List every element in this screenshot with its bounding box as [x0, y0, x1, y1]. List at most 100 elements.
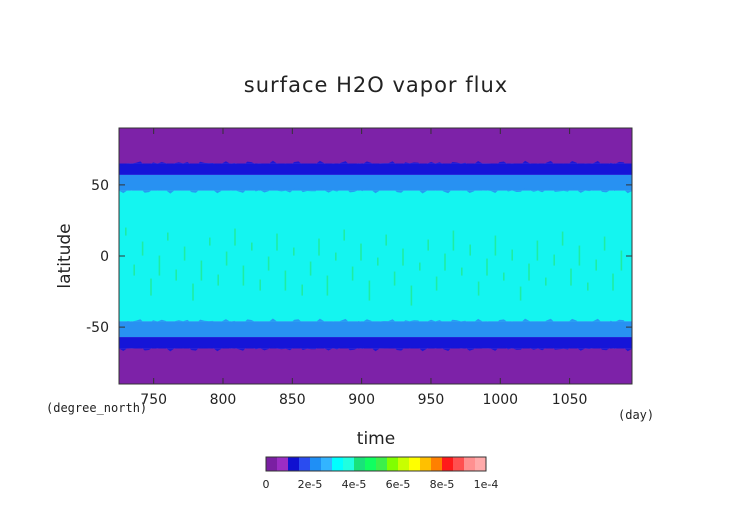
y-axis-label: latitude — [55, 223, 75, 288]
colorbar-tick-label: 1e-4 — [474, 478, 499, 491]
streak — [125, 227, 127, 236]
x-tick-label: 1050 — [552, 392, 588, 408]
colorbar-tick-label: 8e-5 — [430, 478, 455, 491]
streak — [276, 233, 278, 251]
south-edge-texture — [119, 345, 632, 352]
x-tick-label: 850 — [279, 392, 306, 408]
colorbar-swatch — [354, 457, 366, 471]
streak — [343, 229, 345, 241]
streak — [561, 231, 564, 246]
colorbar-swatch — [332, 457, 344, 471]
streak — [528, 263, 530, 281]
band-4 — [119, 321, 632, 338]
streak — [234, 228, 236, 246]
streak — [486, 258, 488, 276]
colorbar-swatch — [409, 457, 421, 471]
band-3 — [119, 190, 632, 322]
plot-area: 750 800 850 900 950 1000 1050 -50 0 50 — [86, 127, 633, 408]
colorbar-swatch — [453, 457, 465, 471]
colorbar-swatch — [365, 457, 377, 471]
streak — [200, 260, 203, 281]
colorbar-swatch — [310, 457, 322, 471]
band-2 — [119, 174, 632, 191]
streak — [469, 244, 471, 256]
colorbar-swatch — [376, 457, 388, 471]
streak — [385, 234, 387, 246]
streak — [444, 253, 446, 271]
streak — [368, 280, 371, 301]
x-units-label: (day) — [618, 408, 654, 422]
streak — [578, 245, 581, 266]
streak — [293, 247, 295, 256]
streak — [251, 242, 253, 251]
colorbar-swatch — [464, 457, 476, 471]
streak — [503, 272, 505, 281]
colorbar-frame — [265, 456, 487, 472]
colorbar-swatch — [266, 457, 278, 471]
streak — [553, 254, 555, 266]
streak — [133, 264, 135, 276]
streak — [284, 270, 287, 291]
streak — [183, 246, 186, 261]
streak — [452, 230, 455, 251]
streak — [217, 274, 219, 286]
streak — [461, 267, 463, 276]
streak — [209, 237, 211, 246]
colorbar-swatch — [475, 457, 487, 471]
x-tick-label: 1000 — [482, 392, 518, 408]
streak — [318, 238, 320, 256]
colorbar-swatch — [343, 457, 355, 471]
streak — [435, 276, 438, 291]
streak — [141, 241, 144, 256]
x-tick-label: 800 — [210, 392, 237, 408]
chart-title: surface H2O vapor flux — [244, 73, 508, 97]
south-inner-texture — [119, 318, 632, 325]
colorbar-tick-label: 2e-5 — [298, 478, 323, 491]
streak — [477, 281, 480, 296]
streak — [570, 268, 572, 286]
streak — [419, 262, 421, 271]
colorbar-swatch — [431, 457, 443, 471]
colorbar-swatch — [442, 457, 454, 471]
y-units-label: (degree_north) — [46, 401, 147, 415]
band-0 — [119, 128, 632, 164]
streak — [494, 235, 497, 256]
north-inner-texture — [119, 187, 632, 194]
streak — [377, 257, 379, 266]
x-tick-label: 900 — [348, 392, 375, 408]
streak — [402, 248, 404, 266]
streak — [242, 265, 245, 286]
x-axis-label: time — [357, 429, 395, 449]
streak — [393, 271, 396, 286]
streak — [309, 261, 312, 276]
streak — [410, 285, 413, 306]
y-tick-label: -50 — [86, 320, 109, 336]
streak — [267, 256, 270, 271]
colorbar-tick-label: 6e-5 — [386, 478, 411, 491]
band-1 — [119, 163, 632, 175]
streak — [351, 266, 354, 281]
colorbar-tick-label: 4e-5 — [342, 478, 367, 491]
streak — [612, 273, 614, 291]
streak — [427, 239, 429, 251]
colorbar-swatch — [277, 457, 289, 471]
streak — [545, 277, 547, 286]
streak — [360, 243, 362, 261]
streak — [167, 232, 169, 241]
streak — [192, 283, 194, 301]
streak — [511, 249, 513, 261]
streak — [259, 279, 261, 291]
streak — [620, 250, 623, 271]
colorbar-swatch — [398, 457, 410, 471]
band-6 — [119, 348, 632, 384]
colorbar-tick-label: 0 — [263, 478, 270, 491]
y-tick-label: 50 — [91, 178, 109, 194]
streak — [158, 255, 161, 276]
colorbar: 0 2e-5 4e-5 6e-5 8e-5 1e-4 — [263, 456, 499, 491]
streak — [587, 282, 589, 291]
y-tick-label: 0 — [100, 249, 109, 265]
streak — [326, 275, 329, 296]
x-tick-label: 950 — [418, 392, 445, 408]
